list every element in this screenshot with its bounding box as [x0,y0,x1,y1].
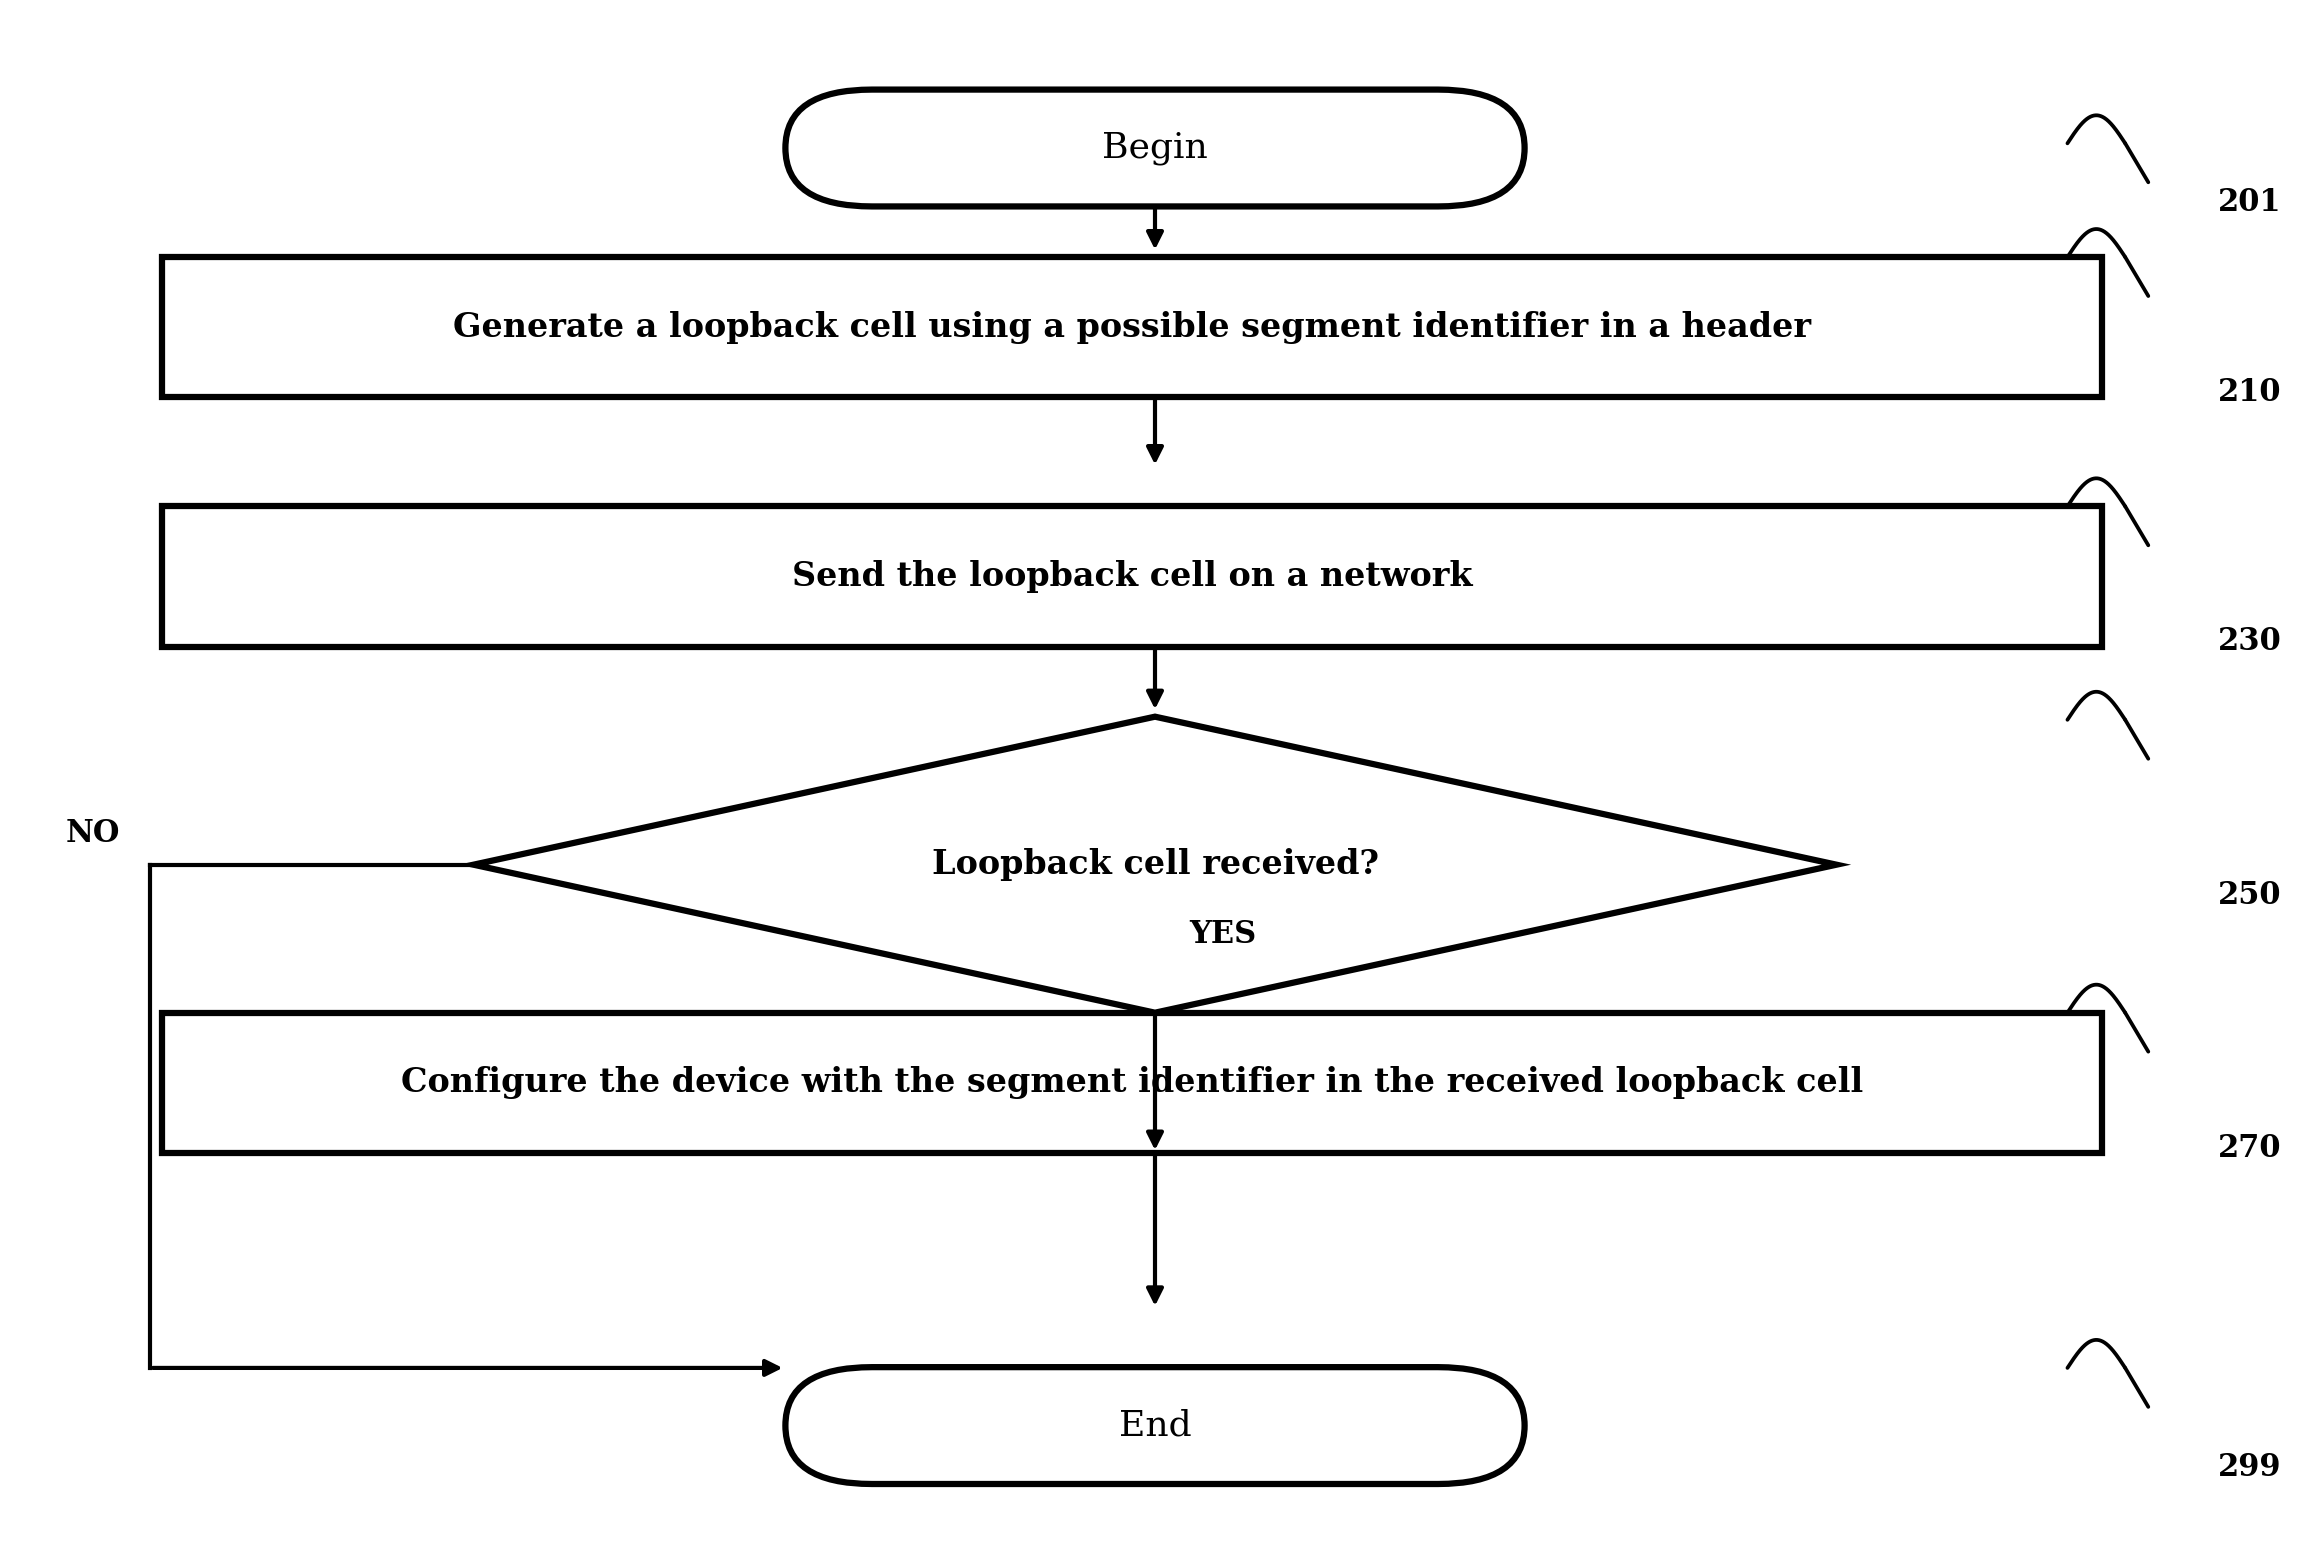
Text: NO: NO [65,818,120,849]
Text: Configure the device with the segment identifier in the received loopback cell: Configure the device with the segment id… [400,1066,1864,1100]
Text: Generate a loopback cell using a possible segment identifier in a header: Generate a loopback cell using a possibl… [453,310,1811,344]
Text: 270: 270 [2218,1133,2280,1164]
Text: 201: 201 [2218,187,2280,218]
FancyBboxPatch shape [785,1368,1525,1483]
Bar [162,1013,2102,1153]
Bar [162,257,2102,397]
Text: YES: YES [1190,919,1257,950]
Text: 210: 210 [2218,377,2280,408]
Text: Begin: Begin [1102,131,1208,165]
Text: 299: 299 [2218,1452,2280,1483]
Text: 250: 250 [2218,880,2280,911]
Text: Send the loopback cell on a network: Send the loopback cell on a network [792,559,1471,594]
FancyBboxPatch shape [785,90,1525,207]
Text: Loopback cell received?: Loopback cell received? [931,848,1379,882]
Text: End: End [1118,1408,1192,1443]
Text: 230: 230 [2218,626,2282,657]
Polygon shape [474,717,1836,1013]
Bar [162,506,2102,647]
